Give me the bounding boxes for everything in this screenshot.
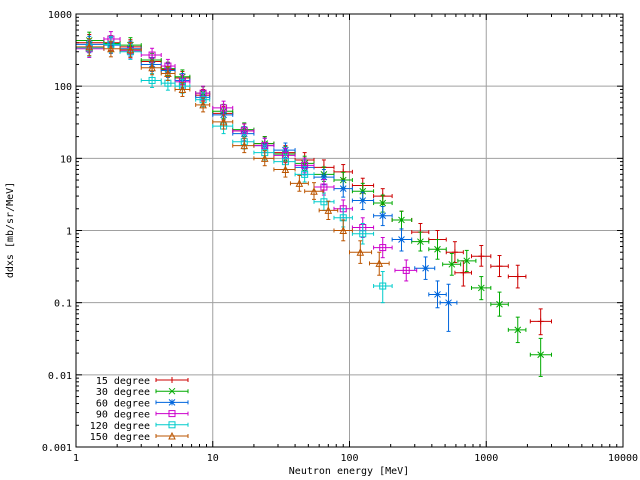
data-point-marker [168, 410, 176, 418]
x-tick-label: 10 [207, 453, 219, 464]
data-point-marker [220, 104, 228, 112]
data-point-marker [477, 284, 485, 292]
legend-label: 150 degree [90, 432, 150, 443]
legend-label: 60 degree [96, 398, 150, 409]
data-point-marker [496, 300, 503, 308]
data-point-marker [281, 165, 290, 174]
data-point-marker [448, 260, 456, 268]
x-tick-label: 100 [340, 453, 358, 464]
data-point-marker [339, 226, 348, 234]
data-point-marker [417, 238, 424, 246]
y-tick-label: 10 [60, 154, 72, 165]
data-point-marker [398, 236, 405, 243]
data-point-marker [379, 244, 387, 252]
data-point-marker [320, 198, 328, 206]
data-point-marker [260, 154, 269, 162]
data-point-marker [398, 216, 405, 224]
data-point-marker [168, 399, 176, 406]
data-point-marker [168, 421, 176, 429]
data-point-marker [199, 100, 207, 109]
data-point-marker [445, 299, 452, 307]
x-axis-label: Neutron energy [MeV] [289, 466, 409, 477]
data-point-marker [379, 212, 387, 220]
data-point-marker [434, 291, 441, 298]
data-point-marker [339, 185, 347, 193]
data-point-marker [359, 187, 367, 195]
y-axis-label: ddxs [mb/sr/MeV] [5, 182, 16, 278]
x-tick-label: 1 [73, 453, 79, 464]
y-tick-label: 1000 [48, 10, 72, 21]
data-point-marker [422, 264, 429, 272]
data-point-marker [359, 197, 367, 204]
data-point-marker [168, 387, 176, 395]
data-point-marker [219, 117, 228, 126]
y-tick-label: 100 [54, 82, 72, 93]
data-point-marker [339, 176, 347, 184]
data-point-marker [148, 63, 156, 72]
data-point-marker [320, 183, 328, 191]
data-point-marker [324, 206, 333, 214]
data-point-marker [148, 51, 156, 59]
data-point-marker [310, 187, 318, 195]
x-tick-label: 10000 [608, 453, 638, 464]
data-point-marker [375, 259, 384, 267]
data-point-marker [126, 45, 135, 54]
data-point-marker [379, 199, 387, 207]
plot-frame [75, 13, 624, 448]
legend-label: 15 degree [96, 376, 150, 387]
data-point-marker [107, 44, 115, 53]
data-point-marker [164, 69, 172, 77]
y-tick-label: 0.001 [42, 443, 72, 454]
data-point-marker [463, 257, 471, 265]
series-150-degree [75, 38, 390, 276]
legend-label: 120 degree [90, 421, 150, 432]
data-point-marker [402, 266, 410, 274]
data-series [75, 31, 552, 377]
data-point-marker [240, 141, 249, 150]
data-point-marker [85, 42, 94, 51]
data-point-marker [434, 245, 441, 253]
data-point-marker [514, 326, 522, 334]
data-point-marker [359, 230, 367, 238]
legend-label: 30 degree [96, 387, 150, 398]
y-tick-label: 0.1 [54, 299, 72, 310]
y-tick-label: 0.01 [48, 371, 72, 382]
legend-label: 90 degree [96, 410, 150, 421]
data-point-marker [178, 85, 187, 93]
data-point-marker [356, 248, 365, 256]
data-point-marker [379, 282, 387, 290]
data-point-marker [148, 76, 156, 84]
data-point-marker [301, 170, 309, 178]
data-point-marker [537, 351, 545, 359]
data-point-marker [295, 179, 304, 187]
y-tick-label: 1 [66, 227, 72, 238]
x-tick-label: 1000 [474, 453, 498, 464]
data-point-marker [168, 431, 176, 440]
